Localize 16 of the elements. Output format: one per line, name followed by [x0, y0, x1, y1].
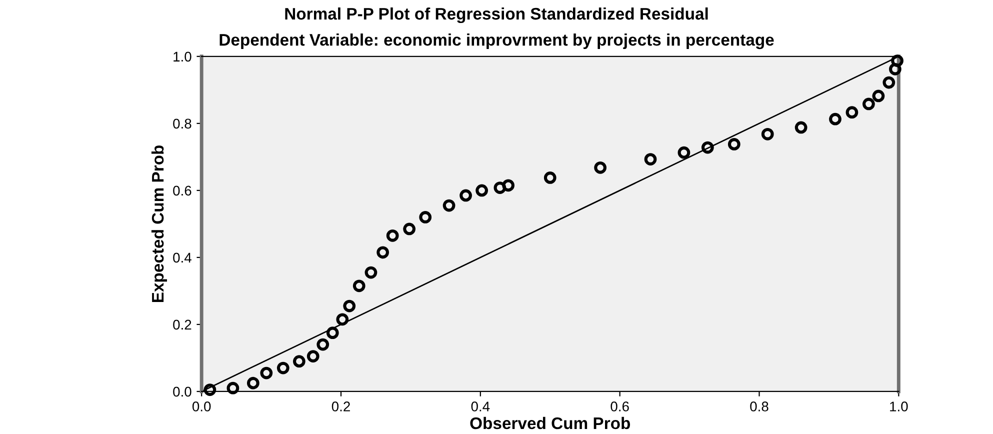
x-tick-label: 0.4	[471, 402, 490, 412]
y-tick-label: 0.0	[173, 386, 192, 397]
y-axis-title: Expected Cum Prob	[151, 145, 167, 302]
y-tick-label: 0.2	[173, 320, 192, 330]
x-tick-label: 0.6	[610, 402, 629, 412]
chart-title: Normal P-P Plot of Regression Standardized Residual	[285, 7, 708, 24]
y-tick-label: 1.0	[174, 52, 192, 62]
y-tick-label: 0.8	[173, 118, 192, 129]
y-tick-label: 0.6	[173, 186, 192, 196]
chart-subtitle: Dependent Variable: economic improvrment by projects in percentage	[220, 33, 774, 50]
x-axis-title: Observed Cum Prob	[470, 416, 630, 430]
x-tick-label: 0.2	[332, 402, 350, 412]
y-tick-label: 0.4	[173, 252, 192, 263]
x-tick-label: 0.0	[192, 402, 211, 412]
x-tick-label: 0.8	[750, 402, 768, 412]
x-tick-label: 1.0	[890, 402, 908, 412]
